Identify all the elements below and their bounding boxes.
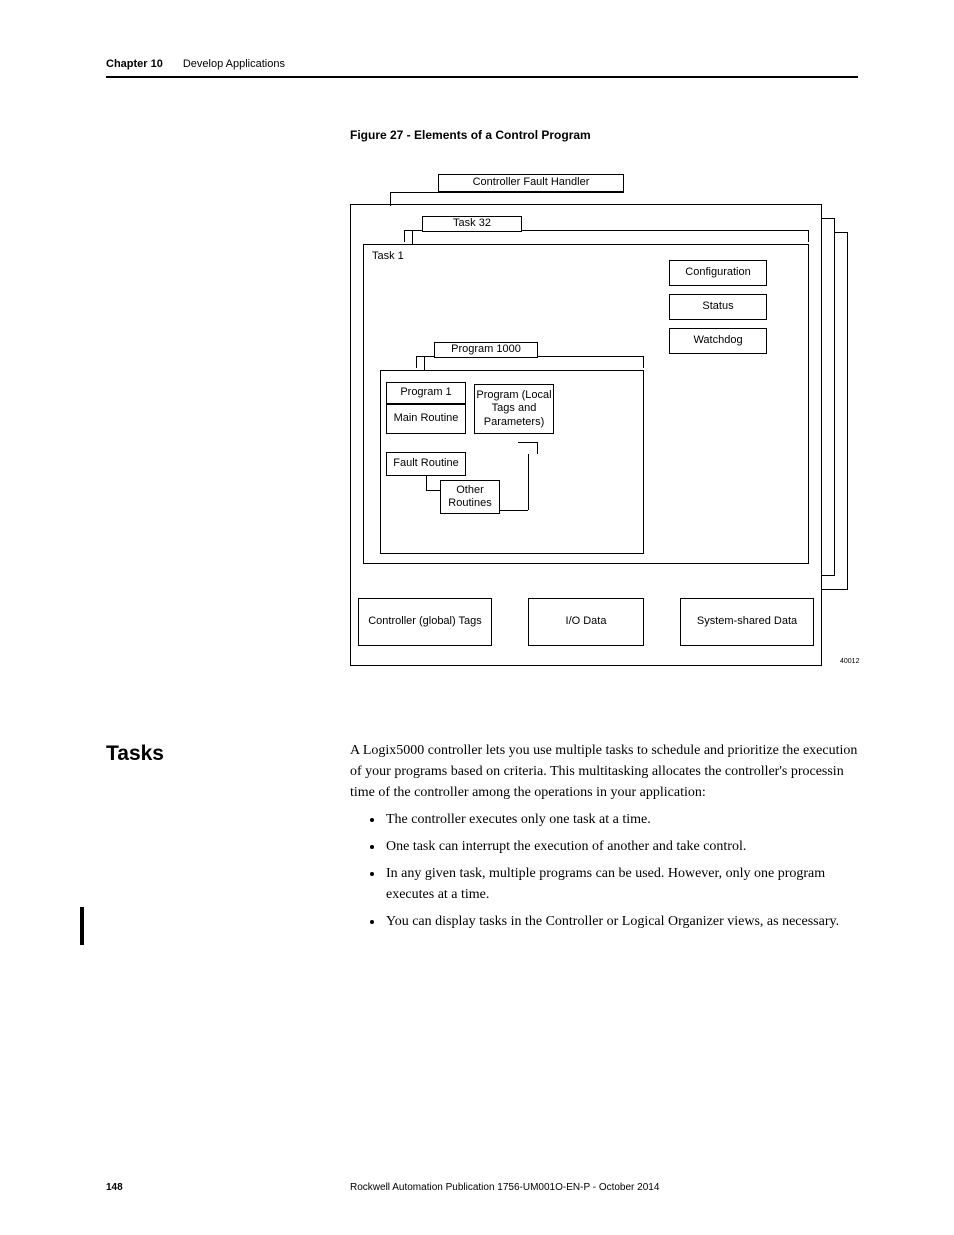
program-n-label: Program 1000 (434, 342, 538, 358)
control-program-diagram: Controller Fault Handler Task 32 Task 1 … (350, 174, 860, 670)
tasks-bullet: In any given task, multiple programs can… (384, 863, 858, 905)
other-routines-label: Other Routines (440, 480, 500, 514)
task-n-label: Task 32 (422, 216, 522, 232)
program-local-label: Program (Local Tags and Parameters) (474, 384, 554, 434)
page-header: Chapter 10 Develop Applications (106, 58, 858, 78)
tasks-bullet: One task can interrupt the execution of … (384, 836, 858, 857)
tasks-bullet: You can display tasks in the Controller … (384, 911, 858, 932)
figure-annotation: 40012 (840, 658, 859, 665)
fault-handler-label: Controller Fault Handler (438, 174, 624, 192)
tasks-intro: A Logix5000 controller lets you use mult… (350, 740, 858, 803)
tasks-body: A Logix5000 controller lets you use mult… (350, 740, 858, 938)
global-tags-label: Controller (global) Tags (358, 598, 492, 646)
system-shared-label: System-shared Data (680, 598, 814, 646)
page-footer: 148 Rockwell Automation Publication 1756… (106, 1182, 858, 1193)
tasks-bullet: The controller executes only one task at… (384, 809, 858, 830)
configuration-label: Configuration (669, 260, 767, 286)
fault-routine-label: Fault Routine (386, 452, 466, 476)
task-1-label: Task 1 (363, 244, 437, 268)
page-number: 148 (106, 1182, 350, 1193)
watchdog-label: Watchdog (669, 328, 767, 354)
main-routine-label: Main Routine (386, 404, 466, 434)
chapter-label: Chapter 10 (106, 58, 163, 70)
io-data-label: I/O Data (528, 598, 644, 646)
status-label: Status (669, 294, 767, 320)
publication-info: Rockwell Automation Publication 1756-UM0… (350, 1182, 858, 1193)
figure-caption: Figure 27 - Elements of a Control Progra… (350, 128, 858, 142)
chapter-title: Develop Applications (183, 58, 285, 70)
tasks-bullet-list: The controller executes only one task at… (384, 809, 858, 932)
program-1-label: Program 1 (386, 382, 466, 404)
tasks-heading: Tasks (106, 740, 350, 938)
change-bar (80, 907, 84, 945)
